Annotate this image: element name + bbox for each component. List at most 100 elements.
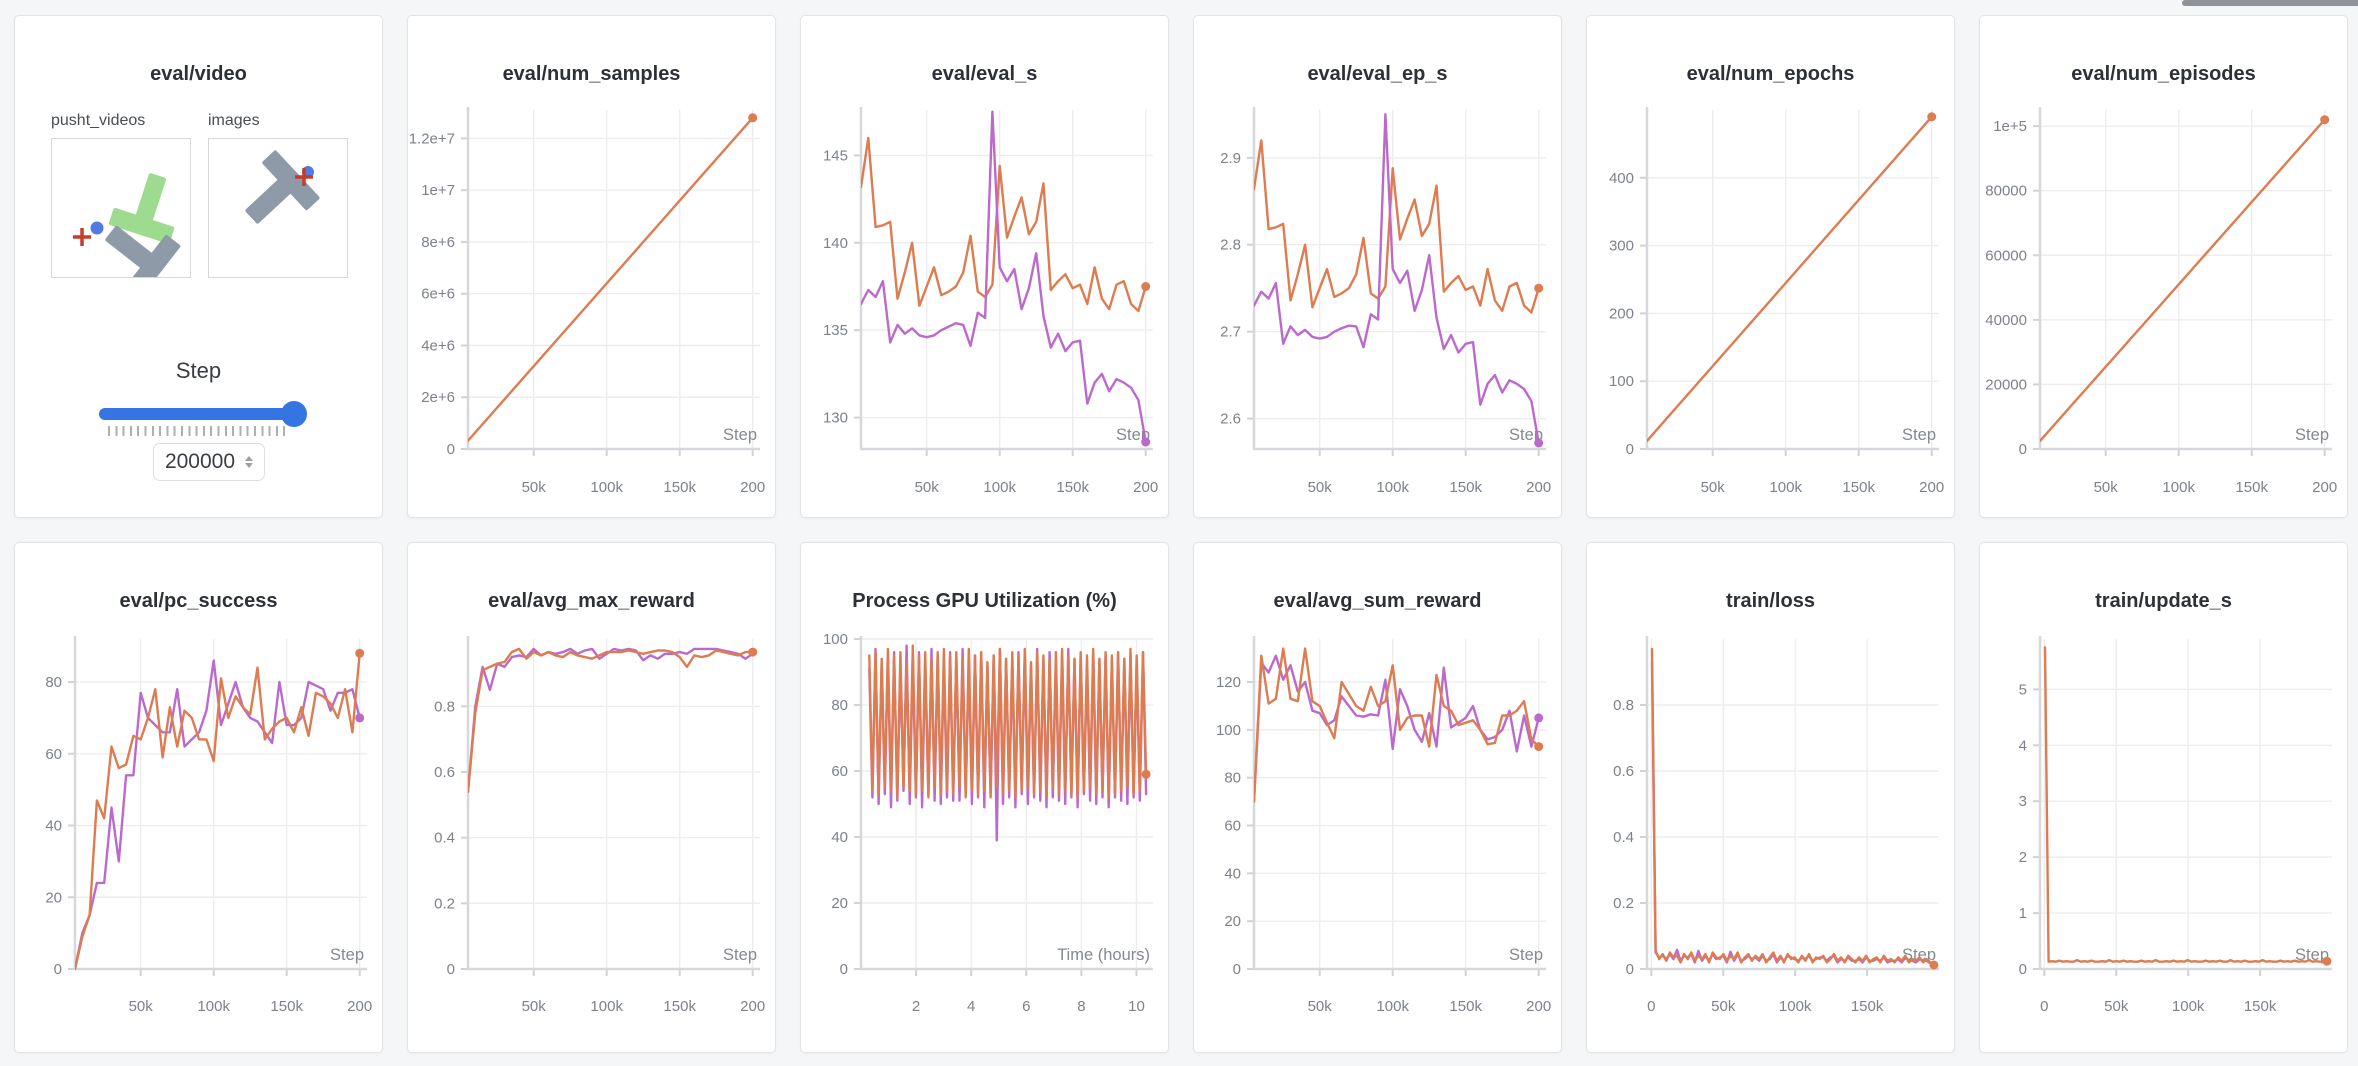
line-chart-eval-num-samples: 0 2e+6 4e+6 6e+6 8e+6 1e+7 1.2e+7 50k 100k 150k 20… [409,107,765,496]
stepper-down-icon[interactable] [245,463,254,468]
svg-text:200: 200 [1526,998,1551,1015]
svg-text:6e+6: 6e+6 [421,286,455,303]
chart-plot-area[interactable]: 0 1 2 3 4 5 0 50k 100k 150k Step [1980,631,2347,1052]
svg-text:100k: 100k [2172,998,2205,1015]
image-thumbnail[interactable] [208,138,348,278]
svg-text:20: 20 [831,895,848,912]
chart-plot-area[interactable]: 2.6 2.7 2.8 2.9 50k 100k 150k 200 Step [1194,104,1561,517]
svg-text:50k: 50k [1711,998,1736,1015]
chart-panel-eval-num-epochs: eval/num_epochs 0 100 200 300 400 50k 100k 150k… [1586,15,1955,518]
panel-title: Process GPU Utilization (%) [852,590,1117,612]
svg-text:150k: 150k [1851,998,1884,1015]
stepper-up-icon[interactable] [245,456,254,461]
svg-text:100: 100 [1609,373,1634,390]
svg-text:Step: Step [1116,426,1150,444]
chart-plot-area[interactable]: 0 100 200 300 400 50k 100k 150k 200 Step [1587,104,1954,517]
line-chart-train-update-s: 0 1 2 3 4 5 0 50k 100k 150k Step [2019,636,2332,1015]
chart-plot-area[interactable]: 0 20000 40000 60000 80000 1e+5 50k 100k 150k 200 S… [1980,104,2347,517]
svg-text:40: 40 [831,829,848,846]
svg-text:100k: 100k [1769,479,1802,496]
svg-text:8e+6: 8e+6 [421,234,455,251]
series-purple-run [1650,660,1936,966]
agent-dot [90,221,104,235]
last-point-dot-purple-run [1141,437,1151,447]
stepper-arrows[interactable] [245,456,254,468]
svg-text:80: 80 [45,674,62,691]
chart-plot-area[interactable]: 0 0.2 0.4 0.6 0.8 0 50k 100k 150k Step [1587,631,1954,1052]
svg-text:200: 200 [740,998,765,1015]
svg-text:Step: Step [723,946,757,964]
chart-panel-eval-avg-max-reward: eval/avg_max_reward 0 0.2 0.4 0.6 0.8 50k 100k… [407,542,776,1053]
chart-plot-area[interactable]: 0 20 40 60 80 50k 100k 150k 200 Step [15,631,382,1052]
goal-cross [73,228,91,246]
svg-text:100k: 100k [1376,998,1409,1015]
svg-text:Step: Step [330,946,364,964]
svg-text:150k: 150k [2244,998,2277,1015]
svg-text:0.8: 0.8 [1613,697,1634,714]
svg-text:0.2: 0.2 [1613,895,1634,912]
svg-text:60000: 60000 [1985,247,2027,264]
chart-plot-area[interactable]: 0 20 40 60 80 100 120 50k 100k 150k 200 Step [1194,631,1561,1052]
svg-text:50k: 50k [129,998,154,1015]
svg-text:0.6: 0.6 [1613,763,1634,780]
last-point-dot-orange-run [1929,960,1939,970]
svg-text:Time (hours): Time (hours) [1057,946,1150,964]
line-chart-eval-eval-ep-s: 2.6 2.7 2.8 2.9 50k 100k 150k 200 Step [1220,107,1551,496]
chart-plot-area[interactable]: 0 20 40 60 80 100 2 4 6 8 10 Time (hours) [801,631,1168,1052]
svg-text:2.9: 2.9 [1220,150,1241,167]
svg-text:0: 0 [1626,441,1634,458]
last-point-dot-orange-run [1927,112,1937,122]
svg-text:50k: 50k [522,998,547,1015]
svg-text:80000: 80000 [1985,183,2027,200]
svg-text:50k: 50k [1701,479,1726,496]
svg-text:50k: 50k [915,479,940,496]
pusht-env-render [73,173,181,277]
horizontal-scrollbar[interactable] [2182,0,2358,6]
svg-text:145: 145 [823,147,848,164]
svg-text:20: 20 [1224,913,1241,930]
last-point-dot-orange-run [1141,282,1151,291]
panel-title: eval/eval_ep_s [1307,63,1448,85]
chart-plot-area[interactable]: 0 0.2 0.4 0.6 0.8 50k 100k 150k 200 Step [408,631,775,1052]
series-purple-run [1254,113,1540,445]
last-point-dot-purple-run [355,713,365,723]
svg-text:10: 10 [1128,998,1145,1015]
step-slider-label: Step [175,358,222,383]
svg-text:100k: 100k [1779,998,1812,1015]
svg-text:200: 200 [1609,305,1634,322]
last-point-dot-orange-run [1534,742,1544,752]
svg-text:150k: 150k [1449,998,1482,1015]
chart-plot-area[interactable]: 0 2e+6 4e+6 6e+6 8e+6 1e+7 1.2e+7 50k 100k 150k 20… [408,104,775,517]
media-key-label-images: images [208,112,260,129]
slider-handle[interactable] [281,401,307,427]
video-thumbnail-pusht[interactable] [51,138,191,278]
panel-title: eval/num_epochs [1686,63,1855,85]
series-orange-run [75,652,361,971]
line-chart-process-gpu-utilization: 0 20 40 60 80 100 2 4 6 8 10 Time (hours) [823,631,1153,1015]
series-purple-run [1254,654,1540,803]
step-input[interactable]: 200000 [153,443,265,481]
svg-text:2.8: 2.8 [1220,237,1241,254]
svg-text:20: 20 [45,889,62,906]
series-orange-run [2040,118,2326,443]
svg-text:50k: 50k [2094,479,2119,496]
svg-text:5: 5 [2019,681,2027,698]
svg-text:Step: Step [1509,946,1543,964]
last-point-dot-orange-run [748,113,758,123]
chart-plot-area[interactable]: 130 135 140 145 50k 100k 150k 200 Step [801,104,1168,517]
svg-text:Step: Step [1509,426,1543,444]
svg-text:80: 80 [1224,770,1241,787]
svg-text:140: 140 [823,235,848,252]
series-orange-run [2043,646,2329,963]
step-slider[interactable] [99,401,307,427]
panel-title: eval/avg_max_reward [488,590,695,612]
svg-text:100k: 100k [1376,479,1409,496]
chart-panel-train-loss: train/loss 0 0.2 0.4 0.6 0.8 0 50k 100k 150k Step [1586,542,1955,1053]
svg-text:Step: Step [2295,946,2329,964]
svg-text:1e+5: 1e+5 [1993,118,2027,135]
media-key-label-pusht-videos: pusht_videos [51,112,146,129]
chart-panel-eval-avg-sum-reward: eval/avg_sum_reward 0 20 40 60 80 100 120 50k 10… [1193,542,1562,1053]
svg-text:135: 135 [823,322,848,339]
svg-text:150k: 150k [270,998,303,1015]
